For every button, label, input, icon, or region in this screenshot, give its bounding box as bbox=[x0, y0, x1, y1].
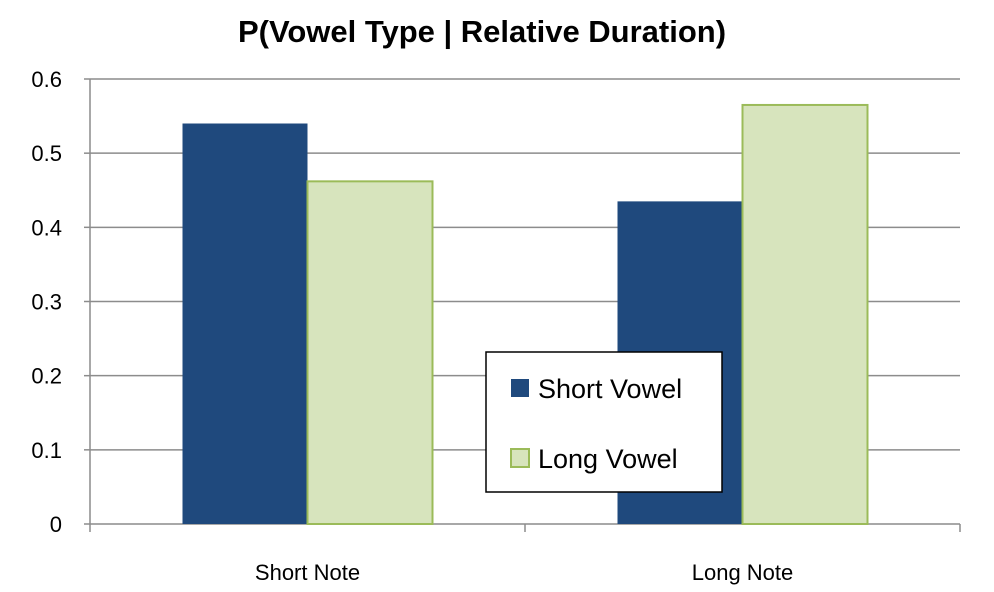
y-tick-label: 0 bbox=[50, 512, 62, 537]
y-tick-labels: 0 0.1 0.2 0.3 0.4 0.5 0.6 bbox=[31, 67, 62, 537]
y-tick-label: 0.4 bbox=[31, 215, 62, 240]
legend-swatch bbox=[510, 448, 530, 468]
bar-short-vowel-short-note bbox=[182, 123, 308, 524]
bar-long-vowel-long-note bbox=[741, 103, 869, 525]
legend-label: Short Vowel bbox=[538, 374, 682, 404]
chart-title: P(Vowel Type | Relative Duration) bbox=[238, 14, 726, 49]
legend-swatch bbox=[511, 379, 529, 397]
bar-long-vowel-short-note bbox=[306, 180, 434, 525]
x-tick-labels: Short Note Long Note bbox=[255, 560, 793, 585]
x-tick-label: Long Note bbox=[692, 560, 794, 585]
legend: Short Vowel Long Vowel bbox=[485, 351, 723, 493]
x-tick-label: Short Note bbox=[255, 560, 360, 585]
legend-label: Long Vowel bbox=[538, 444, 678, 474]
y-tick-label: 0.1 bbox=[31, 438, 62, 463]
y-tick-label: 0.2 bbox=[31, 364, 62, 389]
y-tick-label: 0.3 bbox=[31, 290, 62, 315]
y-tick-label: 0.6 bbox=[31, 67, 62, 92]
y-tick-label: 0.5 bbox=[31, 141, 62, 166]
legend-box bbox=[485, 351, 723, 493]
